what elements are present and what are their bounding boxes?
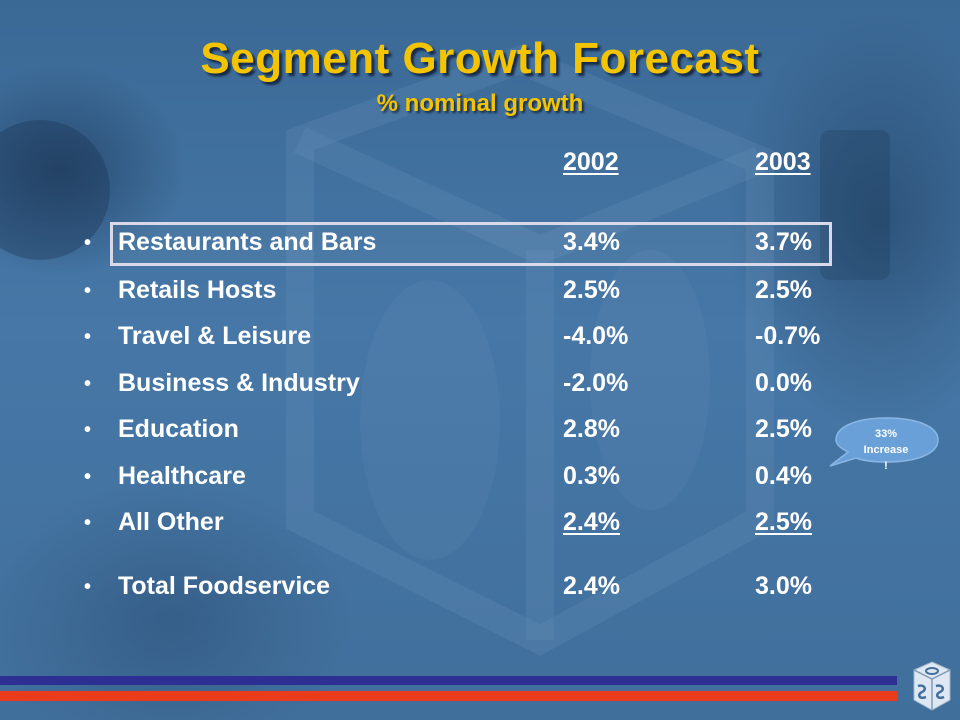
slide-subtitle: % nominal growth xyxy=(376,90,584,117)
footer-bar-blue xyxy=(0,676,897,685)
table-row: • Healthcare 0.3% 0.4% xyxy=(0,462,960,502)
table-row: • Business & Industry -2.0% 0.0% xyxy=(0,369,960,409)
table-row: • Education 2.8% 2.5% xyxy=(0,415,960,455)
highlight-box xyxy=(110,222,832,266)
value-2002: 2.5% xyxy=(563,276,620,304)
slide-title: Segment Growth Forecast xyxy=(200,34,760,83)
value-2002: 0.3% xyxy=(563,462,620,490)
callout-text: 33% Increase ! xyxy=(840,426,932,474)
value-2003: 0.4% xyxy=(755,462,812,490)
total-2002: 2.4% xyxy=(563,572,620,600)
value-2002: -4.0% xyxy=(563,322,629,350)
table-row: • Travel & Leisure -4.0% -0.7% xyxy=(0,322,960,362)
value-2003: 3.7% xyxy=(755,228,812,256)
column-header-2003: 2003 xyxy=(755,148,811,176)
table-row: • Restaurants and Bars 3.4% 3.7% xyxy=(0,228,960,268)
speech-bubble-icon xyxy=(829,417,939,467)
row-label: Education xyxy=(118,415,239,443)
value-2003: 2.5% xyxy=(755,276,812,304)
footer-bar-red xyxy=(0,691,897,701)
total-2003: 3.0% xyxy=(755,572,812,600)
row-label: All Other xyxy=(118,508,224,536)
value-2002: 2.4% xyxy=(563,508,620,536)
bullet-icon: • xyxy=(84,326,92,348)
callout-line-2: Increase xyxy=(863,444,909,456)
bullet-icon: • xyxy=(84,466,92,488)
row-label: Retails Hosts xyxy=(118,276,277,304)
bullet-icon: • xyxy=(84,419,92,441)
corner-company-logo-icon xyxy=(913,661,951,711)
bullet-icon: • xyxy=(84,280,92,302)
column-header-2002: 2002 xyxy=(563,148,619,176)
table-row: • Retails Hosts 2.5% 2.5% xyxy=(0,276,960,316)
bullet-icon: • xyxy=(84,512,92,534)
row-label: Healthcare xyxy=(118,462,246,490)
value-2003: 2.5% xyxy=(755,508,812,536)
row-label: Restaurants and Bars xyxy=(118,228,377,256)
value-2002: -2.0% xyxy=(563,369,629,397)
value-2003: -0.7% xyxy=(755,322,821,350)
callout-line-1: 33% xyxy=(874,428,898,440)
bullet-icon: • xyxy=(84,576,92,598)
value-2002: 3.4% xyxy=(563,228,620,256)
table-row: • All Other 2.4% 2.5% xyxy=(0,508,960,548)
value-2003: 2.5% xyxy=(755,415,812,443)
row-label: Travel & Leisure xyxy=(118,322,312,350)
total-row: • Total Foodservice 2.4% 3.0% xyxy=(0,572,960,612)
value-2002: 2.8% xyxy=(563,415,620,443)
value-2003: 0.0% xyxy=(755,369,812,397)
total-label: Total Foodservice xyxy=(118,572,331,600)
row-label: Business & Industry xyxy=(118,369,360,397)
bullet-icon: • xyxy=(84,373,92,395)
callout-line-3: ! xyxy=(884,460,888,472)
bullet-icon: • xyxy=(84,232,92,254)
